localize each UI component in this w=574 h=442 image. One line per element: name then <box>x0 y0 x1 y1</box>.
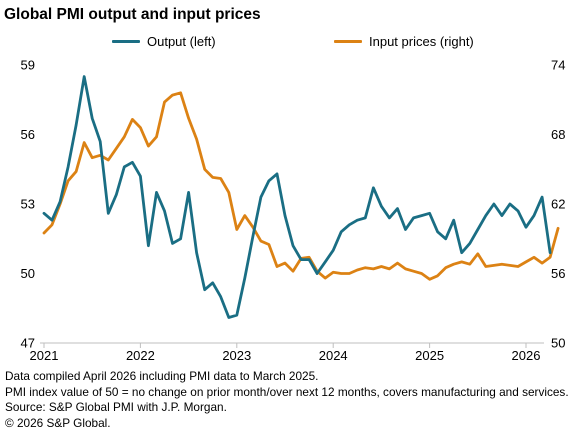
left-tick-label: 47 <box>21 336 35 351</box>
x-tick-label: 2022 <box>126 348 155 363</box>
legend-item-input-prices: Input prices (right) <box>334 34 474 49</box>
right-axis-ticks: 50 56 62 68 74 <box>551 58 565 351</box>
left-tick-label: 59 <box>21 58 35 73</box>
series-line-output <box>42 75 552 319</box>
right-tick-label: 68 <box>551 127 565 142</box>
x-tick-label: 2021 <box>30 348 59 363</box>
left-tick-label: 56 <box>21 127 35 142</box>
x-tick-label: 2025 <box>415 348 444 363</box>
x-tick-label: 2024 <box>319 348 348 363</box>
right-tick-label: 62 <box>551 197 565 212</box>
left-axis-ticks: 47 50 53 56 59 <box>21 58 35 351</box>
right-tick-label: 74 <box>551 58 565 73</box>
right-tick-label: 56 <box>551 266 565 281</box>
footnote-copyright: © 2026 S&P Global. <box>5 415 111 430</box>
footnote-data-compiled: Data compiled April 2026 including PMI d… <box>5 369 319 383</box>
footnotes: Data compiled April 2026 including PMI d… <box>5 369 569 431</box>
legend-label-output: Output (left) <box>147 34 216 49</box>
x-axis-ticks: 2021 2022 2023 2024 2025 2026 <box>30 343 541 363</box>
legend: Output (left) Input prices (right) <box>0 34 574 54</box>
legend-swatch-output <box>112 40 140 43</box>
right-tick-label: 50 <box>551 336 565 351</box>
legend-swatch-input-prices <box>334 40 362 43</box>
series-line-input-prices <box>42 91 560 281</box>
series-layer <box>42 75 560 319</box>
x-tick-label: 2026 <box>512 348 541 363</box>
footnote-pmi-definition: PMI index value of 50 = no change on pri… <box>5 384 569 399</box>
legend-item-output: Output (left) <box>112 34 216 49</box>
left-tick-label: 50 <box>21 266 35 281</box>
chart-title: Global PMI output and input prices <box>4 6 261 23</box>
legend-label-input-prices: Input prices (right) <box>369 34 474 49</box>
left-tick-label: 53 <box>21 197 35 212</box>
x-tick-label: 2023 <box>222 348 251 363</box>
footnote-source: Source: S&P Global PMI with J.P. Morgan. <box>5 400 227 415</box>
